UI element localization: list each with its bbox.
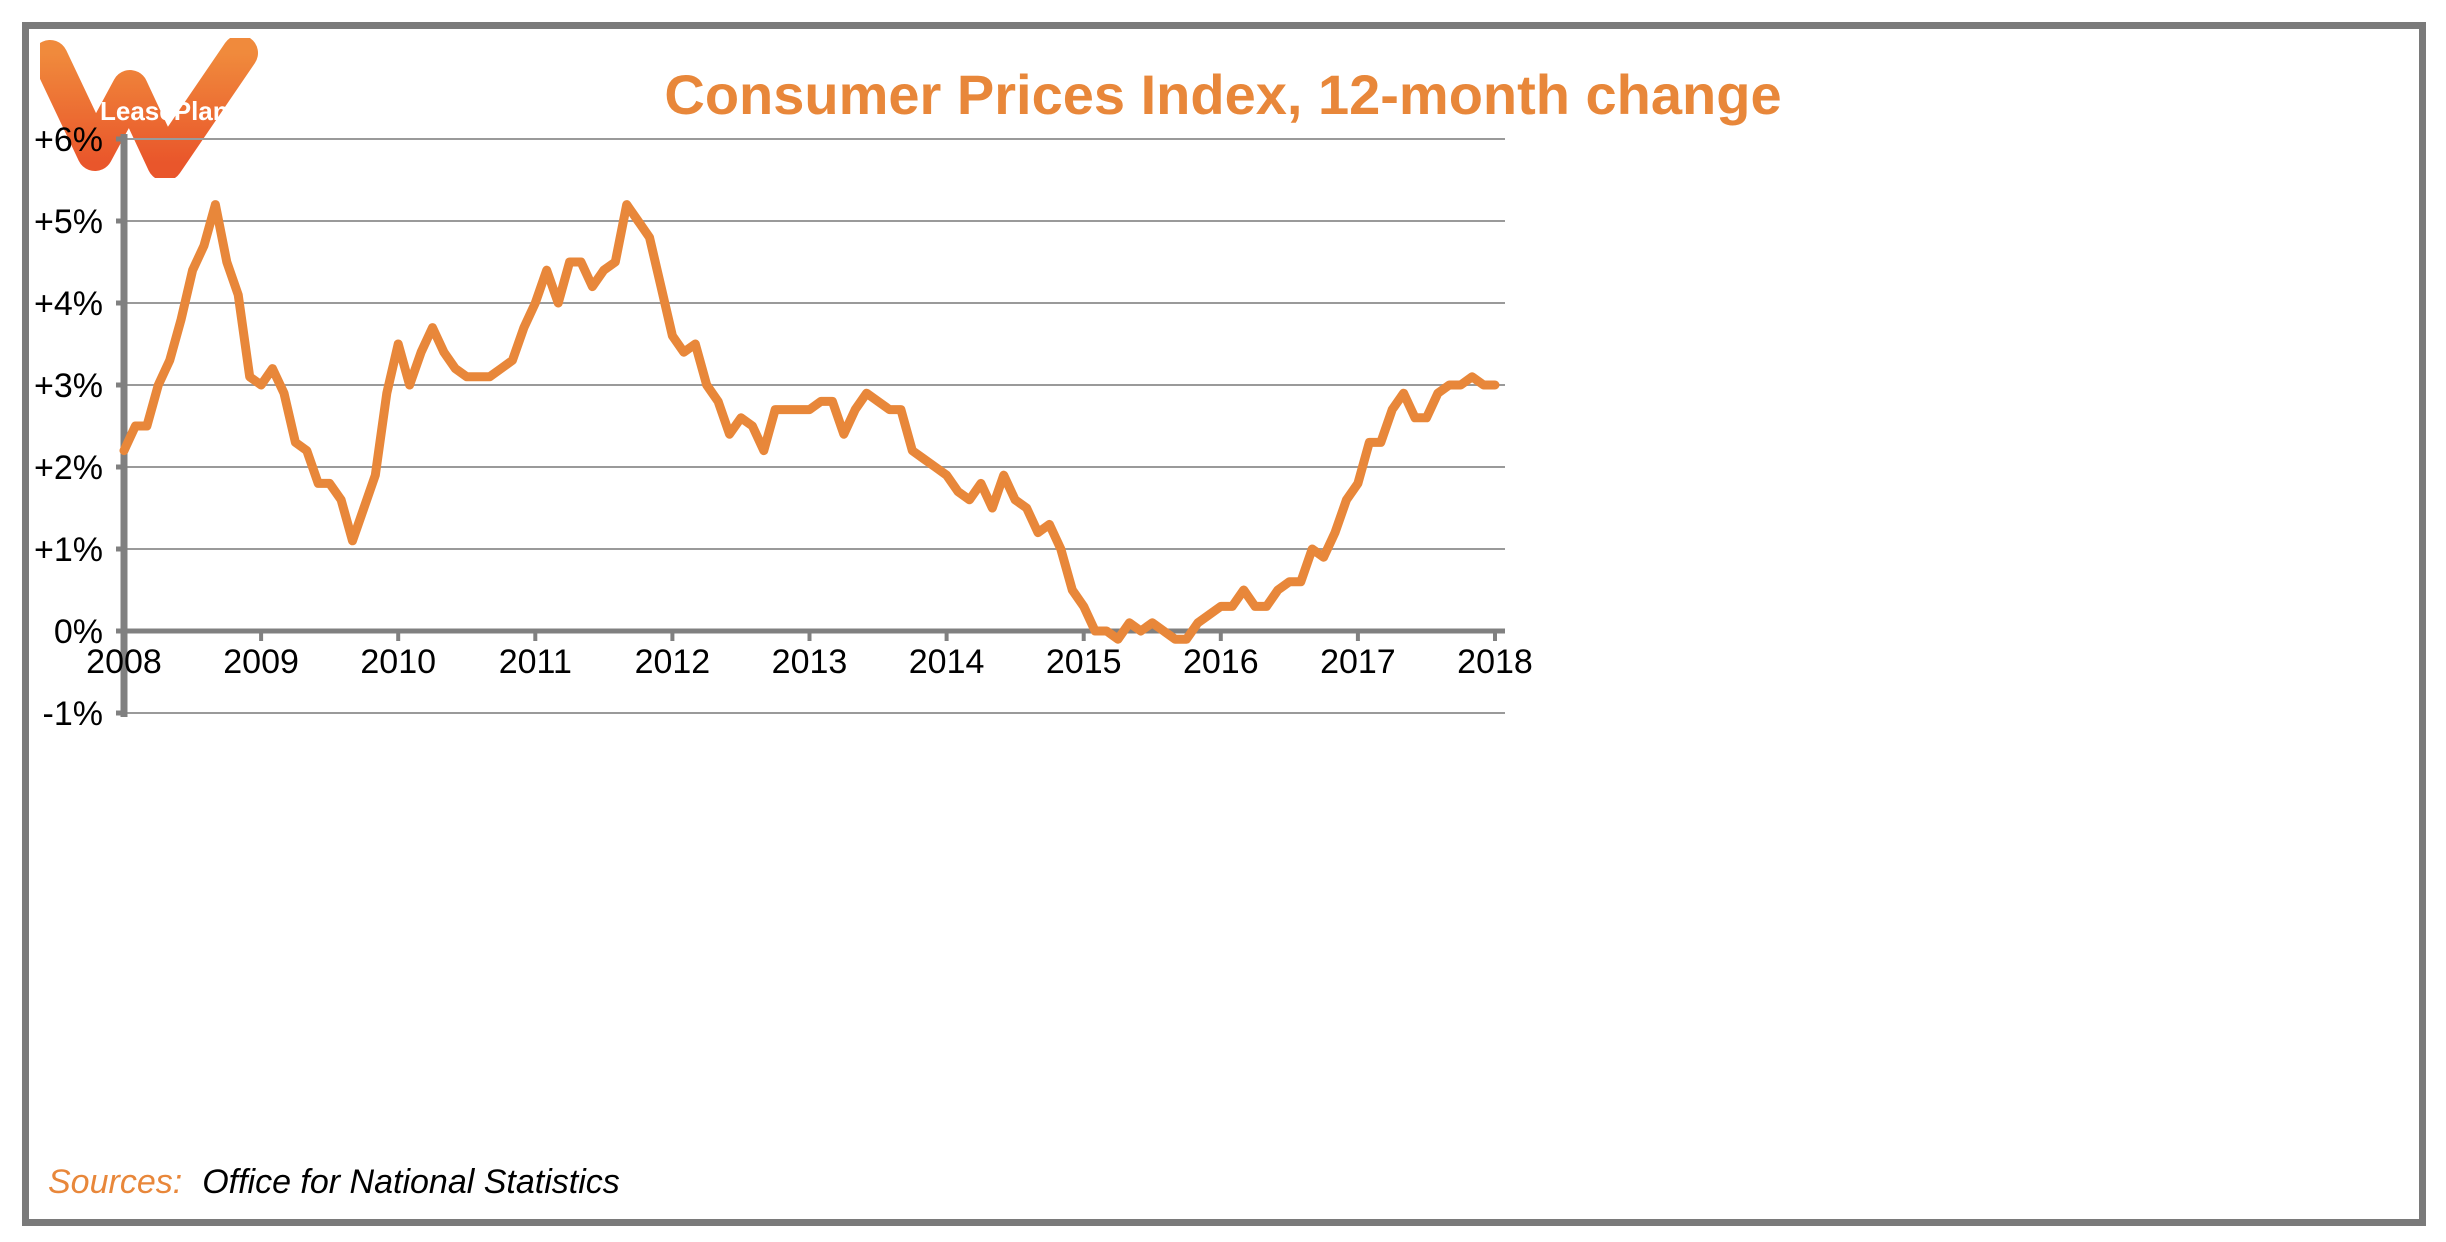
y-tick-label: 0% [54, 613, 103, 651]
chart-frame [22, 22, 2426, 1226]
x-tick-label: 2009 [223, 643, 299, 681]
x-tick-label: 2014 [909, 643, 985, 681]
source-note: Sources: Office for National Statistics [48, 1163, 620, 1202]
x-tick-label: 2015 [1046, 643, 1122, 681]
x-tick-label: 2013 [772, 643, 848, 681]
x-tick-label: 2012 [635, 643, 711, 681]
x-tick-label: 2008 [86, 643, 162, 681]
x-tick-label: 2018 [1457, 643, 1533, 681]
y-tick-label: +3% [34, 367, 103, 405]
source-text: Office for National Statistics [202, 1163, 620, 1201]
chart-title: Consumer Prices Index, 12-month change [664, 63, 1782, 126]
logo-text: LeasePlan [100, 96, 229, 126]
leaseplan-logo: LeasePlan [40, 38, 258, 178]
x-tick-label: 2011 [499, 643, 572, 681]
y-tick-label: +4% [34, 285, 103, 323]
axes [116, 134, 1505, 717]
y-tick-labels: +6% +5% +4% +3% +2% +1% 0% -1% [34, 121, 103, 733]
x-tick-label: 2016 [1183, 643, 1259, 681]
y-tick-label: +1% [34, 531, 103, 569]
grid-lines [124, 138, 1505, 714]
y-tick-label: +5% [34, 203, 103, 241]
y-tick-label: +2% [34, 449, 103, 487]
x-tick-label: 2010 [360, 643, 436, 681]
x-tick-label: 2017 [1320, 643, 1396, 681]
y-tick-label: +6% [34, 121, 103, 159]
x-tick-labels: 2008 2009 2010 2011 2012 2013 2014 2015 2016 2017… [86, 643, 1533, 681]
source-label: Sources: [48, 1163, 183, 1201]
y-tick-label: -1% [43, 695, 103, 733]
series-line-cpi [119, 200, 1500, 644]
